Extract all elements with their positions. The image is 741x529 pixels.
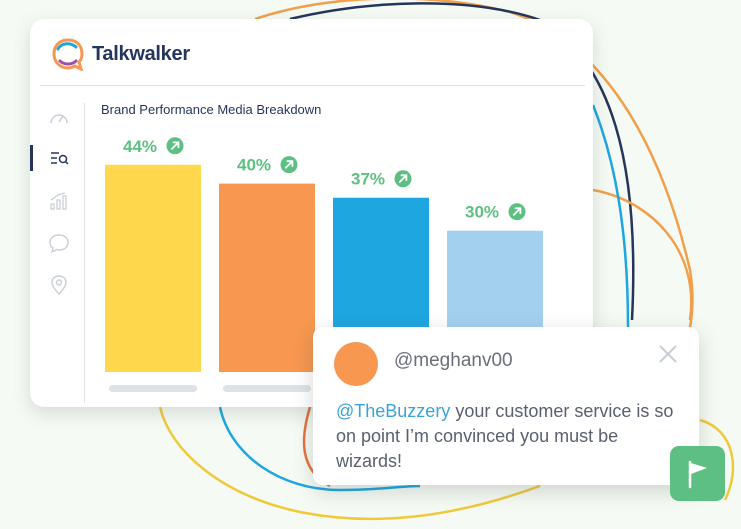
talkwalker-logo-icon [52, 38, 84, 71]
dashboard-card: Talkwalker [30, 19, 593, 407]
analytics-chart-icon [50, 192, 67, 210]
post-text: your customer service is so on point I’m… [336, 401, 674, 471]
sidebar-divider [84, 103, 85, 403]
bar-value-label: 37% [351, 170, 385, 189]
x-axis-label-placeholder [223, 385, 311, 392]
chat-bubble-icon [49, 234, 69, 253]
bar-value-label: 44% [123, 137, 157, 156]
sidebar-item-chat[interactable] [44, 231, 74, 255]
dashboard-gauge-icon [50, 114, 68, 124]
sidebar-item-dashboard[interactable] [44, 106, 74, 130]
trend-up-icon [394, 170, 412, 188]
chart-bar [219, 183, 315, 372]
trend-up-icon [166, 137, 184, 155]
post-mention-link[interactable]: @TheBuzzery [336, 401, 451, 421]
trend-up-icon [508, 203, 526, 221]
bar-chart: 44% 40% 37% 30% [105, 137, 543, 392]
flag-icon [688, 460, 707, 488]
chart-title: Brand Performance Media Breakdown [101, 102, 322, 117]
trend-up-icon [280, 156, 298, 174]
location-pin-icon [51, 275, 67, 295]
flag-button[interactable] [670, 446, 725, 501]
search-list-icon [51, 152, 69, 165]
post-author-handle: @meghanv00 [394, 350, 513, 371]
brand-name: Talkwalker [92, 42, 190, 65]
social-post-card: @meghanv00 @TheBuzzery your customer ser… [313, 327, 699, 485]
x-axis-label-placeholder [109, 385, 197, 392]
sidebar-item-location[interactable] [44, 273, 74, 297]
close-icon[interactable] [657, 343, 679, 365]
header-divider [40, 85, 585, 86]
bar-value-label: 40% [237, 156, 271, 175]
bar-value-label: 30% [465, 203, 499, 222]
sidebar-item-search[interactable] [30, 145, 74, 171]
chart-bar [105, 164, 201, 372]
post-body: @TheBuzzery your customer service is so … [336, 399, 676, 474]
sidebar-item-analytics[interactable] [44, 189, 74, 213]
brand-header: Talkwalker [52, 37, 190, 71]
avatar [334, 342, 378, 386]
